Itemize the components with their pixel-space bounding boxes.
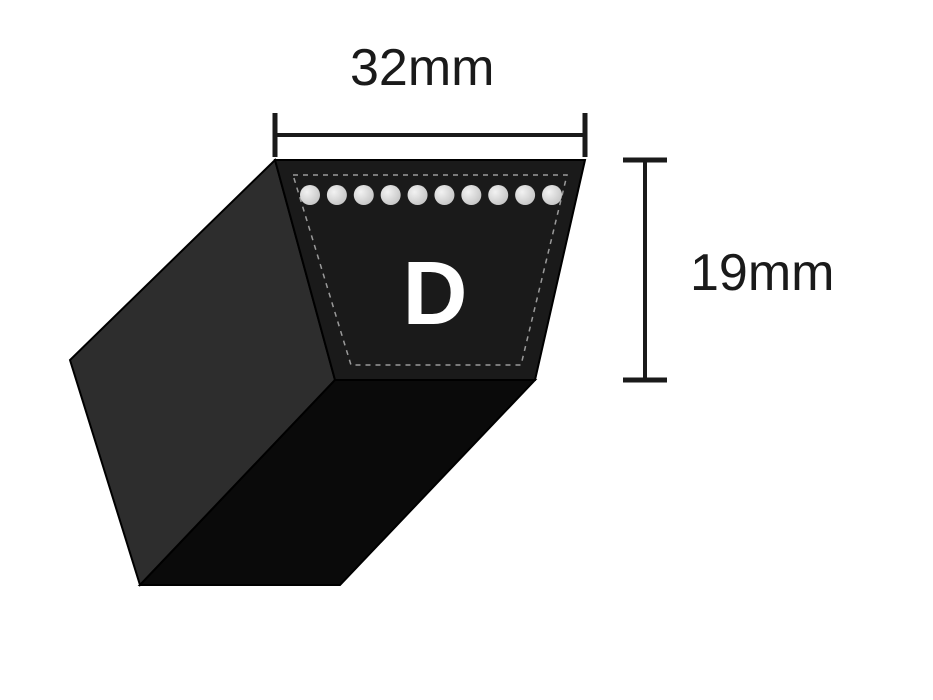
- width-dimension: 32mm: [275, 39, 585, 157]
- vbelt-diagram: D 32mm 19mm: [0, 0, 933, 700]
- tensile-cord: [327, 185, 347, 205]
- tensile-cord: [381, 185, 401, 205]
- section-letter: D: [403, 244, 468, 344]
- height-dimension-label: 19mm: [690, 244, 834, 302]
- tensile-cord: [434, 185, 454, 205]
- width-dimension-label: 32mm: [350, 39, 494, 97]
- tensile-cord: [354, 185, 374, 205]
- tensile-cord: [408, 185, 428, 205]
- tensile-cord: [300, 185, 320, 205]
- tensile-cord: [542, 185, 562, 205]
- tensile-cord: [461, 185, 481, 205]
- tensile-cord: [515, 185, 535, 205]
- tensile-cord: [488, 185, 508, 205]
- height-dimension: 19mm: [623, 160, 834, 380]
